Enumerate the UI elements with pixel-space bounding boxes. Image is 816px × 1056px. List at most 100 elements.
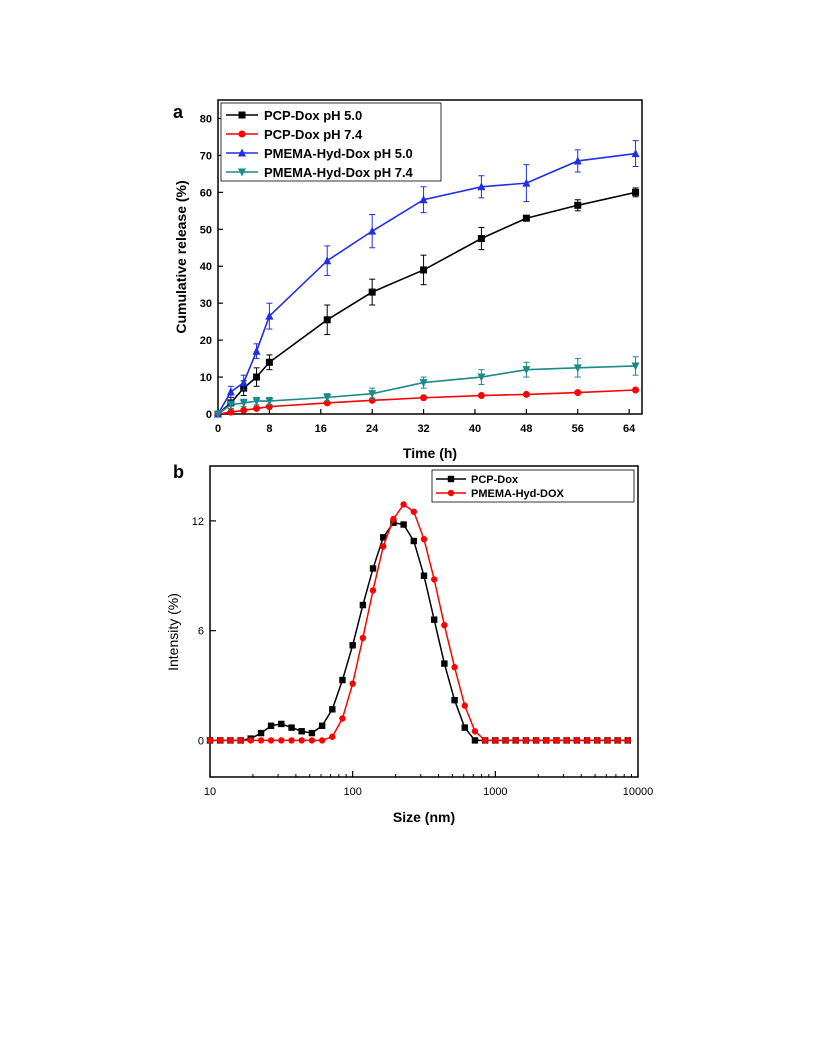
a-y-tick-label: 40 (200, 261, 212, 273)
b-legend-label: PMEMA-Hyd-DOX (471, 488, 565, 500)
b-data-point (400, 521, 407, 528)
a-y-tick-label: 30 (200, 298, 212, 310)
b-legend-box (431, 469, 635, 503)
b-data-point (451, 696, 458, 704)
b-data-point (543, 737, 550, 744)
b-data-point (502, 737, 509, 744)
a-x-tick-label: 32 (417, 423, 429, 435)
a-legend-label: PMEMA-Hyd-Dox pH 7.4 (264, 165, 414, 180)
a-data-point (522, 178, 531, 187)
a-data-point (420, 394, 428, 402)
a-legend-label: PCP-Dox pH 5.0 (264, 108, 362, 123)
a-data-point (419, 195, 428, 204)
b-data-point (553, 737, 560, 744)
b-data-point (247, 737, 254, 744)
b-data-point (380, 534, 387, 541)
a-y-tick-label: 80 (200, 113, 212, 125)
a-x-tick-label: 0 (215, 423, 221, 435)
b-data-point (563, 737, 570, 744)
b-data-point (329, 706, 336, 713)
a-legend-marker (238, 130, 246, 138)
b-x-tick-label: 10 (204, 786, 216, 798)
a-legend-label: PMEMA-Hyd-Dox pH 5.0 (264, 146, 413, 161)
a-data-point (632, 188, 640, 196)
b-data-point (400, 501, 407, 508)
b-x-tick-label: 1000 (483, 786, 507, 798)
a-data-point (323, 256, 332, 265)
a-data-point (240, 406, 248, 414)
panel-b-axes: 10 100 1000 10000 0 6 12 (192, 516, 654, 798)
a-legend-marker (238, 168, 246, 177)
b-data-point (298, 728, 305, 735)
b-data-point (369, 565, 377, 572)
a-y-tick-label: 60 (200, 187, 212, 199)
a-series-line (217, 365, 636, 415)
b-data-point (288, 724, 295, 731)
b-data-point (512, 737, 519, 744)
a-series-line (217, 191, 636, 415)
a-data-point (252, 397, 261, 406)
a-x-tick-label: 64 (623, 423, 636, 435)
b-data-point (471, 728, 479, 735)
a-y-tick-label: 70 (200, 150, 212, 162)
b-legend-marker (447, 475, 455, 483)
a-data-point (419, 379, 428, 388)
a-data-point (226, 387, 235, 396)
b-data-point (573, 737, 581, 744)
b-data-point (481, 737, 489, 744)
a-data-point (631, 149, 640, 158)
a-data-point (573, 156, 582, 165)
panel-b-series (206, 501, 632, 744)
a-y-tick-label: 50 (200, 224, 212, 236)
b-data-point (257, 729, 265, 737)
a-data-point (477, 182, 486, 191)
b-data-point (206, 737, 214, 744)
a-data-point (323, 316, 331, 324)
panel-a-y-axis-label: Cumulative release (%) (173, 180, 189, 333)
a-data-point (368, 396, 376, 404)
panel-b-label: b (173, 462, 184, 482)
b-data-point (430, 576, 438, 583)
a-data-point (477, 392, 485, 400)
b-data-point (604, 737, 611, 744)
b-legend-marker (447, 489, 455, 497)
a-data-point (574, 389, 582, 397)
b-data-point (318, 722, 326, 729)
b-data-point (420, 572, 428, 579)
a-data-point (226, 401, 235, 410)
a-data-point (368, 288, 376, 296)
b-data-point (349, 642, 356, 649)
a-x-tick-label: 48 (520, 423, 532, 435)
b-series-0 (206, 519, 632, 744)
a-x-tick-label: 8 (266, 423, 272, 435)
a-data-point (477, 373, 486, 382)
b-series-line (210, 503, 628, 742)
a-x-tick-label: 16 (315, 423, 327, 435)
a-series-3 (214, 356, 640, 419)
b-data-point (410, 537, 418, 545)
a-data-point (239, 399, 248, 408)
b-data-point (237, 737, 244, 744)
panel-a-series (214, 140, 640, 419)
b-data-point (227, 737, 234, 744)
panel-a-plot-frame (217, 99, 643, 415)
b-data-point (441, 660, 448, 667)
b-data-point (624, 737, 632, 744)
b-data-point (614, 737, 621, 744)
a-data-point (253, 404, 261, 412)
panel-b-plot-frame (209, 465, 639, 778)
b-y-tick-label: 0 (198, 735, 204, 747)
a-data-point (252, 346, 261, 355)
a-data-point (239, 378, 248, 387)
b-data-point (308, 737, 316, 744)
b-data-point (278, 737, 285, 744)
panel-b-x-axis-label: Size (nm) (393, 809, 455, 825)
b-data-point (410, 508, 418, 515)
a-data-point (265, 397, 274, 406)
b-y-tick-label: 6 (198, 626, 204, 638)
b-data-point (380, 543, 387, 550)
b-data-point (267, 722, 275, 729)
b-data-point (339, 676, 346, 684)
a-data-point (214, 410, 222, 419)
